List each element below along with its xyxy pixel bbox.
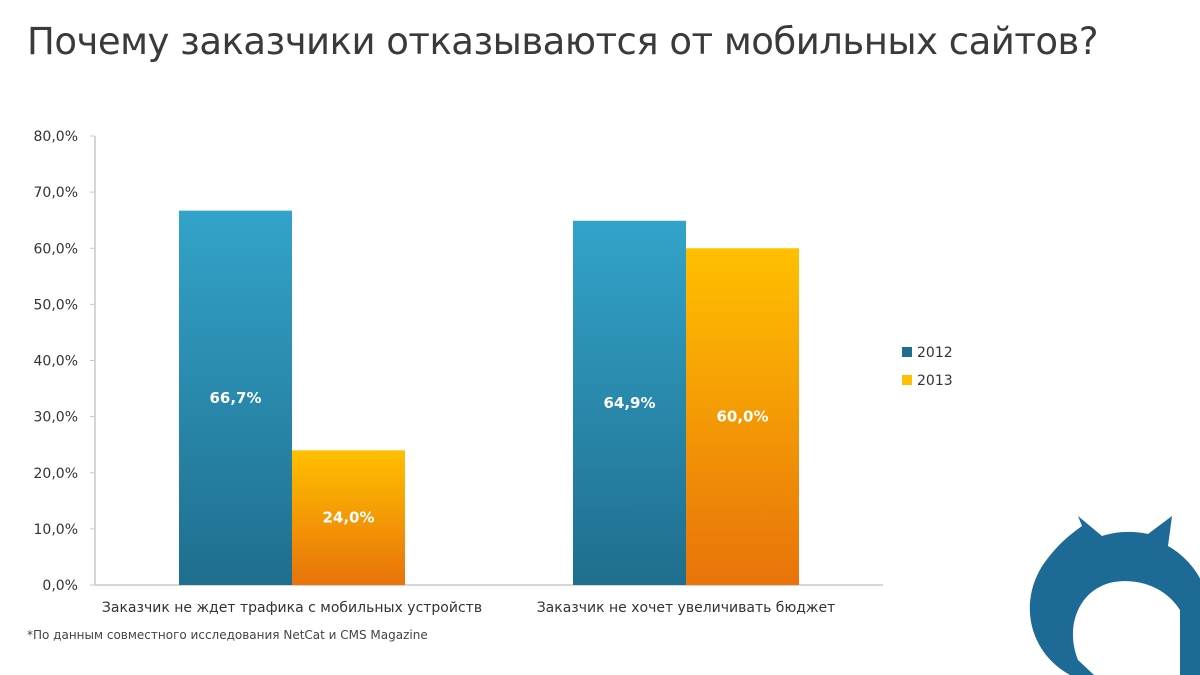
logo-shape — [1029, 516, 1200, 675]
bar-2012-cat2 — [573, 220, 686, 585]
footnote: *По данным совместного исследования NetC… — [27, 628, 428, 642]
legend-label-2012: 2012 — [917, 345, 953, 361]
bar-2013-cat1 — [292, 450, 405, 585]
page-title: Почему заказчики отказываются от мобильн… — [27, 20, 1098, 63]
data-labels: 66,7% 24,0% 64,9% 60,0% — [209, 389, 768, 527]
legend-label-2013: 2013 — [917, 373, 953, 389]
y-tick-label: 70,0% — [34, 185, 78, 201]
data-label-2013-cat1: 24,0% — [322, 509, 374, 527]
legend: 2012 2013 — [902, 345, 953, 389]
data-label-2013-cat2: 60,0% — [716, 408, 768, 426]
y-tick-label: 10,0% — [34, 522, 78, 538]
data-label-2012-cat2: 64,9% — [603, 394, 655, 412]
data-label-2012-cat1: 66,7% — [209, 389, 261, 407]
y-tick-label: 0,0% — [42, 578, 78, 594]
y-tick-label: 30,0% — [34, 410, 78, 426]
legend-swatch-2013 — [902, 375, 912, 385]
netcat-logo — [1029, 516, 1200, 675]
y-tick-label: 60,0% — [34, 241, 78, 257]
axes: 0,0% 10,0% 20,0% 30,0% 40,0% 50,0% 60,0% 70,0% 8… — [34, 129, 883, 616]
bars — [179, 210, 799, 586]
y-tick-label: 80,0% — [34, 129, 78, 145]
y-tick-label: 20,0% — [34, 466, 78, 482]
bar-2013-cat2 — [686, 248, 799, 585]
category-label: Заказчик не ждет трафика с мобильных уст… — [102, 600, 482, 616]
y-tick-label: 50,0% — [34, 297, 78, 313]
category-label: Заказчик не хочет увеличивать бюджет — [537, 600, 836, 616]
bar-2012-cat1 — [179, 210, 292, 586]
legend-swatch-2012 — [902, 347, 912, 357]
y-tick-label: 40,0% — [34, 354, 78, 370]
